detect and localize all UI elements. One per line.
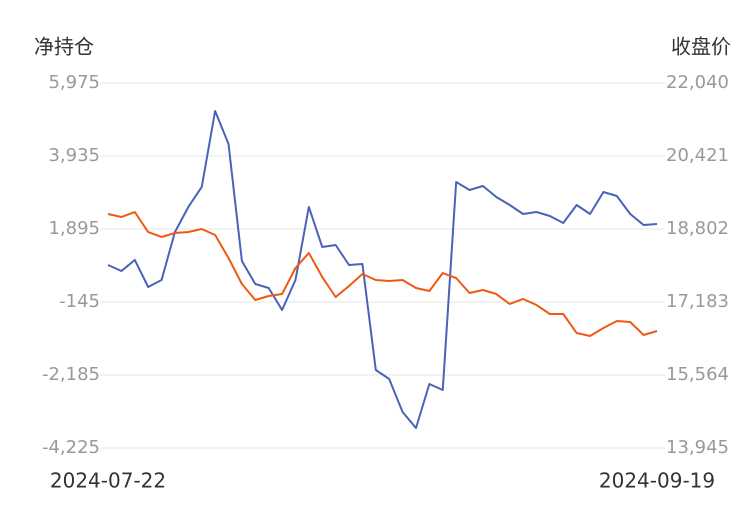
y-tick-label: -4,225: [42, 437, 100, 458]
y2-tick-label: 15,564: [666, 364, 729, 385]
y-tick-label: 3,935: [48, 145, 100, 166]
y-tick-label: 5,975: [48, 72, 100, 93]
y-tick-label: -145: [59, 291, 100, 312]
y2-axis-title: 收盘价: [671, 35, 731, 59]
y2-tick-label: 20,421: [666, 145, 729, 166]
line-series: [107, 211, 658, 337]
y2-tick-label: 13,945: [666, 437, 729, 458]
line-series: [107, 109, 658, 429]
y-tick-label: 1,895: [48, 218, 100, 239]
y2-tick-label: 17,183: [666, 291, 729, 312]
y-axis-title: 净持仓: [34, 35, 94, 59]
y2-tick-label: 18,802: [666, 218, 729, 239]
x-tick-label: 2024-09-19: [599, 469, 715, 493]
y-tick-label: -2,185: [42, 364, 100, 385]
x-tick-label: 2024-07-22: [50, 469, 166, 493]
y2-tick-label: 22,040: [666, 72, 729, 93]
